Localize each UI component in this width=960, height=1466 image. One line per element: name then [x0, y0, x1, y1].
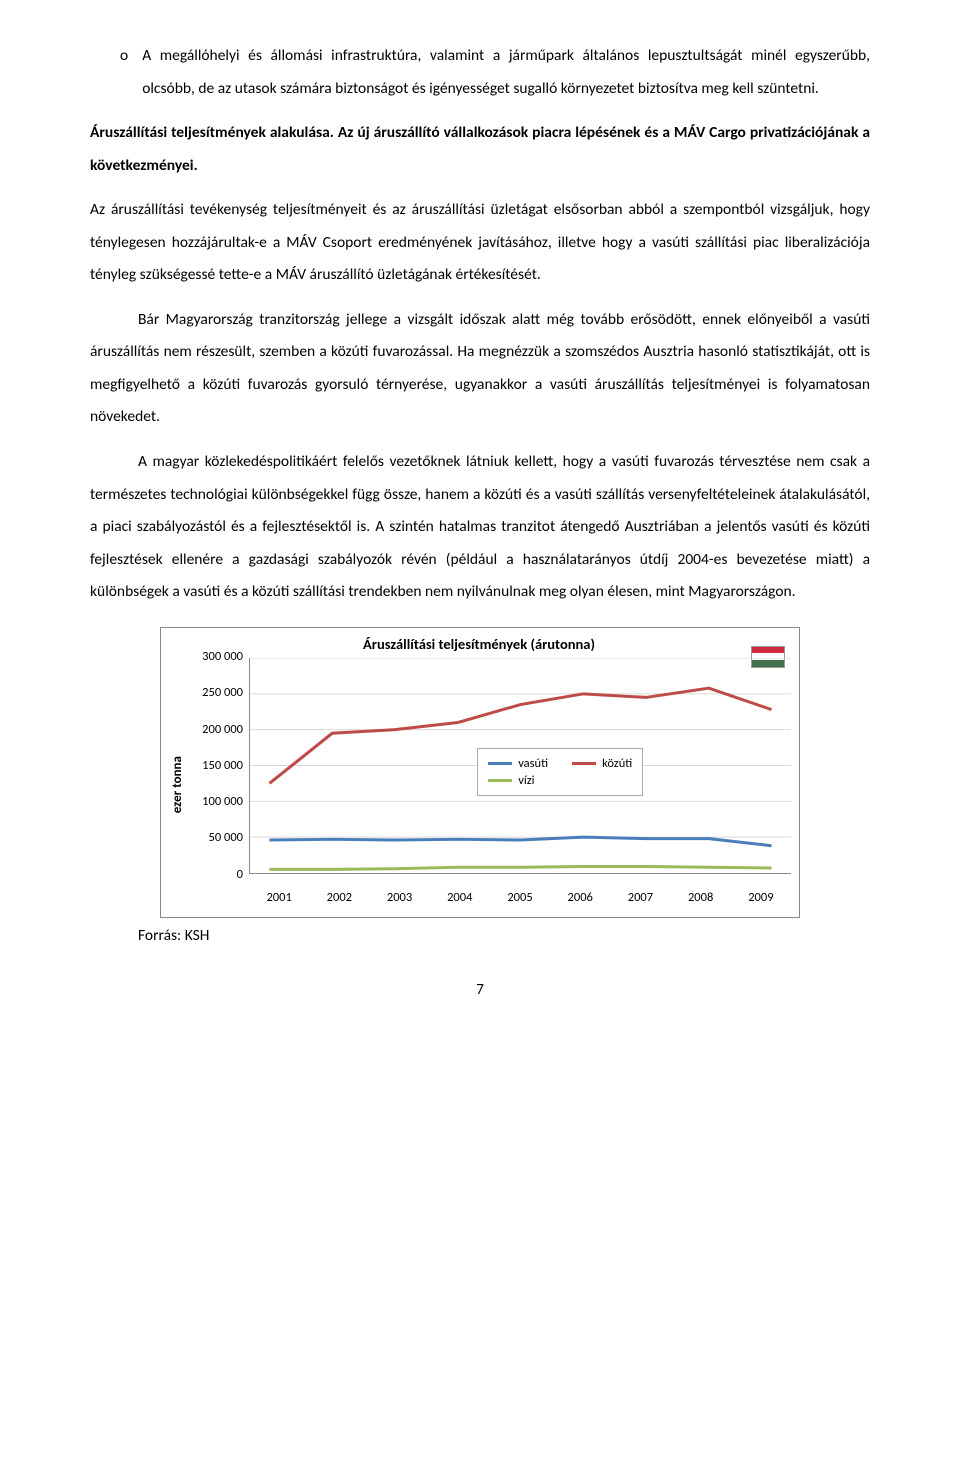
legend-label-vasuti: vasúti: [518, 756, 548, 771]
paragraph-3: A magyar közlekedéspolitikáért felelős v…: [90, 446, 870, 609]
chart-y-ticks: 300 000250 000200 000150 000100 00050 00…: [189, 651, 249, 881]
bullet-list-item: o A megállóhelyi és állomási infrastrukt…: [90, 40, 870, 105]
chart-source: Forrás: KSH: [138, 924, 870, 949]
legend-label-vizi: vízi: [518, 773, 534, 788]
page-number: 7: [90, 983, 870, 998]
bullet-marker: o: [120, 40, 128, 105]
bullet-text: A megállóhelyi és állomási infrastruktúr…: [142, 40, 870, 105]
chart-plot-area: vasúti közúti vízi: [249, 658, 791, 874]
chart-title: Áruszállítási teljesítmények (árutonna): [167, 634, 791, 654]
chart-x-ticks: 200120022003200420052006200720082009: [249, 881, 791, 911]
chart-container: Áruszállítási teljesítmények (árutonna) …: [160, 627, 800, 919]
paragraph-2: Bár Magyarország tranzitország jellege a…: [90, 304, 870, 434]
chart-legend: vasúti közúti vízi: [477, 748, 643, 796]
legend-label-kozuti: közúti: [602, 756, 632, 771]
paragraph-1: Az áruszállítási tevékenység teljesítmén…: [90, 194, 870, 292]
section-heading: Áruszállítási teljesítmények alakulása. …: [90, 117, 870, 182]
chart-y-axis-label: ezer tonna: [167, 658, 189, 911]
